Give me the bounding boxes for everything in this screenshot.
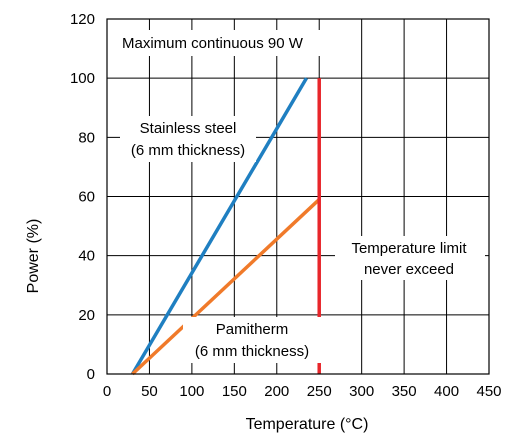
limit-annotation-line2: never exceed bbox=[364, 261, 454, 278]
x-tick-label: 450 bbox=[476, 383, 501, 400]
x-tick-label: 400 bbox=[434, 383, 459, 400]
x-tick-label: 100 bbox=[179, 383, 204, 400]
x-tick-label: 300 bbox=[349, 383, 374, 400]
plot-frame bbox=[106, 18, 490, 375]
series-line-stainless-steel bbox=[130, 77, 308, 375]
x-axis-title: Temperature (°C) bbox=[246, 416, 369, 433]
y-tick-label: 20 bbox=[78, 307, 95, 324]
stainless-annotation-line1: Stainless steel bbox=[140, 120, 237, 137]
y-tick-label: 80 bbox=[78, 129, 95, 146]
x-tick-label: 350 bbox=[392, 383, 417, 400]
y-tick-label: 60 bbox=[78, 189, 95, 206]
x-tick-label: 150 bbox=[222, 383, 247, 400]
y-tick-label: 0 bbox=[87, 366, 95, 383]
stainless-annotation-bg bbox=[120, 116, 256, 162]
x-tick-label: 0 bbox=[103, 383, 111, 400]
x-tick-label: 50 bbox=[141, 383, 158, 400]
y-tick-label: 40 bbox=[78, 248, 95, 265]
x-tick-label: 200 bbox=[264, 383, 289, 400]
x-tick-label: 250 bbox=[307, 383, 332, 400]
limit-annotation-line1: Temperature limit bbox=[351, 240, 467, 257]
y-axis-title: Power (%) bbox=[25, 219, 42, 294]
pamitherm-annotation-bg bbox=[183, 317, 321, 363]
limit-annotation-bg bbox=[335, 236, 485, 280]
pamitherm-annotation-line2: (6 mm thickness) bbox=[195, 343, 309, 360]
tick-labels: 0 50 100 150 200 250 300 350 400 450 0 20 40 60 80 100 1… bbox=[70, 11, 502, 400]
y-tick-label: 120 bbox=[70, 11, 95, 28]
pamitherm-annotation-line1: Pamitherm bbox=[216, 321, 289, 338]
top-annotation: Maximum continuous 90 W bbox=[122, 35, 304, 52]
top-annotation-bg bbox=[117, 30, 335, 56]
stainless-annotation-line2: (6 mm thickness) bbox=[131, 142, 245, 159]
series-line-pamitherm bbox=[131, 198, 321, 376]
y-tick-label: 100 bbox=[70, 70, 95, 87]
